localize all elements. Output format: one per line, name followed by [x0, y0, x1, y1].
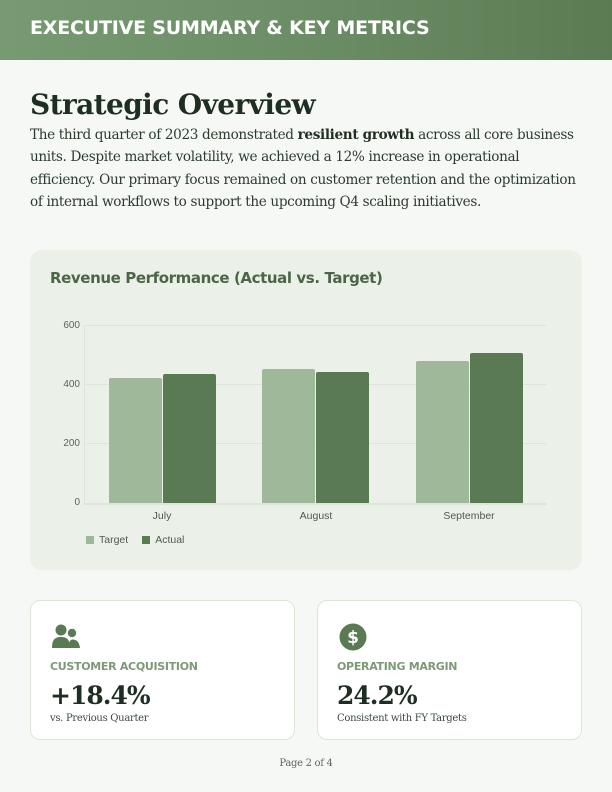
metric-value: +18.4% — [50, 681, 151, 710]
x-tick-label: September — [443, 510, 495, 522]
page-title: Strategic Overview — [30, 88, 316, 121]
intro-paragraph: The third quarter of 2023 demonstrated r… — [30, 124, 582, 213]
page-number: Page 2 of 4 — [279, 758, 333, 769]
bar-actual-september — [470, 353, 523, 503]
revenue-chart-card: Revenue Performance (Actual vs. Target) … — [30, 250, 582, 570]
metric-value: 24.2% — [337, 681, 418, 710]
bar-actual-july — [163, 374, 216, 503]
bar-target-august — [262, 369, 315, 503]
y-axis-line — [84, 325, 85, 504]
legend-item-target: Target — [86, 534, 128, 546]
chart-title: Revenue Performance (Actual vs. Target) — [50, 269, 383, 287]
metric-subtext: vs. Previous Quarter — [50, 713, 149, 724]
intro-text-emphasis: resilient growth — [297, 127, 415, 143]
y-tick-label: 600 — [63, 320, 80, 331]
x-tick-label: July — [152, 510, 172, 522]
metric-card-operating-margin: $ OPERATING MARGIN 24.2% Consistent with… — [317, 600, 582, 740]
legend-item-actual: Actual — [142, 534, 184, 546]
dollar-circle-icon: $ — [338, 622, 368, 652]
legend-label-actual: Actual — [155, 534, 185, 546]
bar-target-september — [416, 361, 469, 503]
legend-label-target: Target — [99, 534, 129, 546]
x-tick-label: August — [299, 510, 333, 522]
users-icon — [51, 622, 81, 652]
metric-label: OPERATING MARGIN — [337, 660, 458, 673]
y-tick-label: 200 — [63, 438, 80, 449]
metric-label: CUSTOMER ACQUISITION — [50, 660, 198, 673]
chart-legend: Target Actual — [86, 534, 184, 546]
header-title: EXECUTIVE SUMMARY & KEY METRICS — [30, 17, 430, 39]
gridline — [86, 325, 546, 326]
legend-swatch-target — [86, 536, 94, 544]
intro-text-end: across all core business units. Despite … — [30, 127, 576, 210]
bar-target-july — [109, 378, 162, 503]
svg-text:$: $ — [347, 628, 359, 648]
header-band: EXECUTIVE SUMMARY & KEY METRICS — [0, 0, 612, 60]
x-axis-line — [84, 503, 546, 505]
intro-text-start: The third quarter of 2023 demonstrated — [30, 127, 298, 143]
legend-swatch-actual — [142, 536, 151, 544]
bar-actual-august — [316, 372, 369, 503]
metric-card-customer-acquisition: CUSTOMER ACQUISITION +18.4% vs. Previous… — [30, 600, 295, 740]
y-tick-label: 0 — [74, 497, 80, 508]
y-tick-label: 400 — [63, 379, 80, 390]
metric-subtext: Consistent with FY Targets — [337, 713, 467, 724]
